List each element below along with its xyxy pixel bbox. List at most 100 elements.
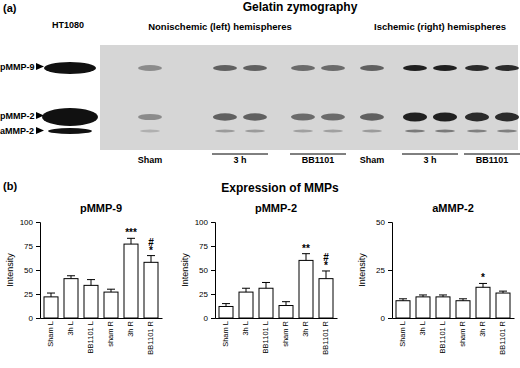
error-line [326, 271, 327, 279]
tick: 100 [195, 218, 215, 227]
tick: sham R [458, 318, 467, 347]
tick-label: 75 [199, 242, 208, 251]
tick: sham R [106, 318, 115, 347]
tick-mark [211, 294, 215, 295]
gel-band [360, 113, 384, 120]
axis-line [393, 318, 515, 319]
significance: * [149, 245, 153, 256]
tick-mark [211, 222, 215, 223]
error-line [51, 293, 52, 297]
band-label: pMMP-2 [0, 111, 35, 121]
lane-label: 3 h [233, 155, 246, 165]
error-bar [479, 283, 487, 287]
error-cap [242, 288, 250, 289]
error-line [246, 288, 247, 292]
gel-band [243, 65, 267, 71]
gel-band [321, 114, 345, 121]
gel-band [362, 130, 382, 133]
tick-label: BB1101 R [498, 320, 507, 354]
error-bar [419, 295, 427, 297]
tick-label: sham R [281, 320, 290, 346]
significance: ** [302, 243, 310, 254]
error-cap [67, 275, 75, 276]
error-bar [439, 295, 447, 297]
error-line [131, 238, 132, 244]
tick-mark [36, 270, 40, 271]
chart: aMMP-2Intensity02550Sham L3h LBB1101 Lsh… [357, 202, 515, 355]
gel-band [467, 130, 487, 133]
error-line [266, 282, 267, 288]
bar [396, 301, 410, 318]
error-cap [282, 301, 290, 302]
tick: 3h R [301, 318, 310, 337]
tick-label: 3h L [418, 321, 427, 336]
error-line [91, 280, 92, 286]
tick: 75 [24, 242, 40, 251]
error-bar [242, 288, 250, 292]
x-axis: Sham L3h LBB1101 Lsham R3h RBB1101 R [393, 318, 515, 355]
error-bar [107, 289, 115, 292]
tick-label: Sham L [46, 321, 55, 347]
lane-label: Sham [360, 155, 385, 165]
gel-band [213, 113, 237, 120]
tick-mark [388, 222, 392, 223]
bar [299, 260, 313, 318]
gel-band [291, 65, 315, 71]
gel-band [435, 130, 455, 133]
gel-band [433, 112, 457, 121]
error-cap [459, 298, 467, 299]
tick-label: BB1101 L [86, 321, 95, 353]
axis-line [36, 223, 41, 319]
tick-label: 0 [204, 314, 209, 323]
error-bar [459, 299, 467, 301]
panel-label: (b) [3, 180, 17, 192]
band-arrow [36, 63, 44, 70]
y-axis-title: Intensity [357, 253, 367, 287]
gel-band [495, 65, 519, 71]
tick-mark [388, 318, 392, 319]
lane-underline [212, 154, 268, 155]
gel-band [293, 130, 313, 133]
gel-band [243, 113, 267, 120]
error-line [483, 283, 484, 287]
tick-label: 25 [376, 266, 385, 275]
tick-label: 100 [20, 218, 34, 227]
gel-band [213, 65, 237, 71]
error-bar [262, 282, 270, 288]
tick: BB1101 R [498, 318, 507, 355]
chart: pMMP-2Intensity0255075100Sham L3h LBB110… [180, 202, 338, 355]
error-bar [302, 254, 310, 261]
tick-label: 3h R [478, 320, 487, 336]
tick: 25 [376, 266, 392, 275]
y-axis: 02550 [376, 218, 392, 323]
tick-mark [36, 246, 40, 247]
error-bar [499, 291, 507, 293]
tick: Sham L [221, 318, 230, 347]
error-cap [439, 294, 447, 295]
tick-mark [211, 246, 215, 247]
tick-label: 3h R [301, 320, 310, 336]
tick: BB1101 L [261, 318, 270, 353]
tick-label: 0 [381, 314, 386, 323]
error-line [306, 254, 307, 261]
error-bar [47, 293, 55, 297]
panel-a: (a)Gelatin zymographyHT1080pMMP-9pMMP-2a… [0, 0, 520, 165]
gel-band [495, 113, 519, 122]
tick: 25 [24, 290, 40, 299]
tick: 0 [381, 314, 392, 323]
error-bar [282, 302, 290, 306]
gel-band [403, 112, 427, 121]
error-bar [147, 256, 155, 263]
axis-line [388, 223, 393, 319]
gel-band [360, 65, 384, 71]
tick-label: BB1101 R [321, 320, 330, 354]
tick-mark [211, 270, 215, 271]
gel-band [215, 130, 235, 133]
bar [64, 279, 78, 318]
tick: 100 [20, 218, 40, 227]
lane-underline [402, 154, 458, 155]
tick: BB1101 R [146, 318, 155, 355]
tick: Sham L [398, 318, 407, 347]
y-axis: 0255075100 [20, 218, 41, 323]
tick-label: 100 [195, 218, 209, 227]
